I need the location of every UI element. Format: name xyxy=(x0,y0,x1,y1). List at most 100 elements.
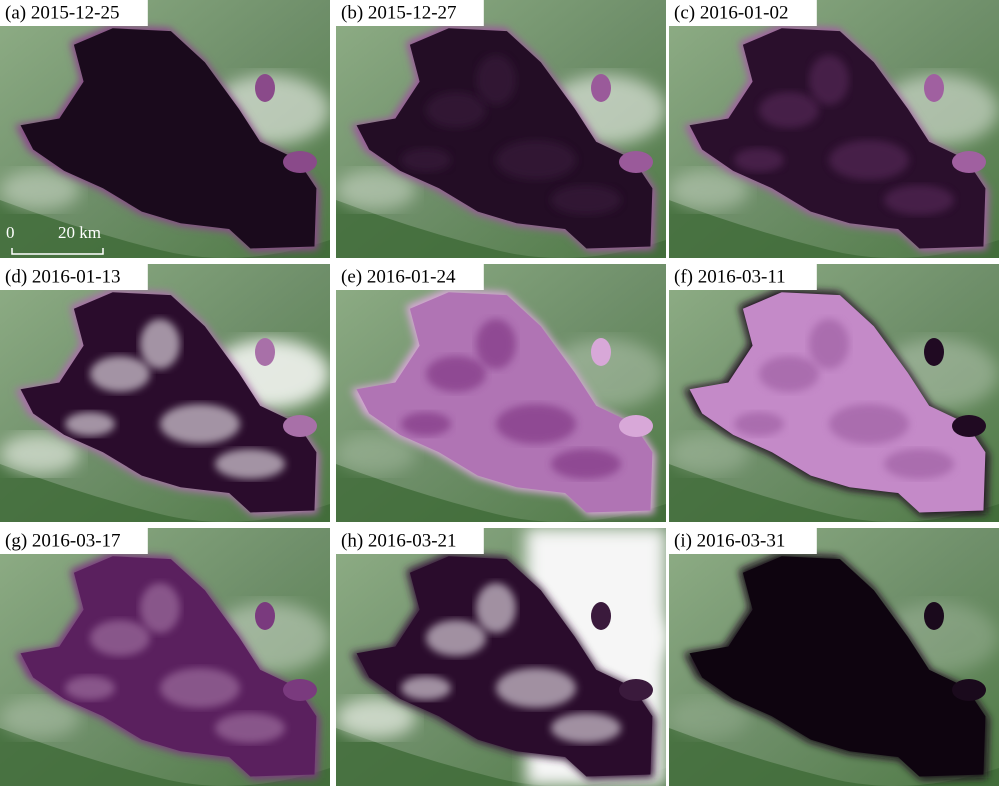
lake-texture xyxy=(734,148,784,172)
lake-texture xyxy=(476,55,516,105)
satellite-panel: (g) 2016-03-17 xyxy=(0,528,330,786)
mountains xyxy=(0,200,330,258)
pond xyxy=(591,602,611,630)
pond xyxy=(924,602,944,630)
satellite-panel: (d) 2016-01-13 xyxy=(0,264,330,522)
panel-label: (d) 2016-01-13 xyxy=(5,266,121,287)
lake-texture xyxy=(476,319,516,369)
label-box xyxy=(0,0,148,26)
lake xyxy=(689,556,986,777)
pond xyxy=(591,338,611,366)
satellite-panel: (c) 2016-01-02 xyxy=(669,0,999,258)
cloud xyxy=(669,170,749,210)
satellite-panel: (a) 2015-12-25 xyxy=(0,0,330,258)
pond xyxy=(283,415,317,437)
cloud xyxy=(336,170,416,210)
lake-texture xyxy=(734,412,784,436)
panel-label: (e) 2016-01-24 xyxy=(341,266,456,287)
mountains xyxy=(669,728,999,786)
lake-texture xyxy=(551,713,621,743)
lake-texture xyxy=(809,319,849,369)
lake-texture xyxy=(496,140,576,180)
pond xyxy=(283,151,317,173)
lake-texture xyxy=(401,412,451,436)
panel-label: (g) 2016-03-17 xyxy=(5,530,121,551)
panel-label: (a) 2015-12-25 xyxy=(5,2,120,23)
cloud xyxy=(669,698,749,738)
cloud xyxy=(336,698,416,738)
panel-label: (c) 2016-01-02 xyxy=(674,2,789,23)
label-box xyxy=(336,0,484,26)
lake-texture xyxy=(401,148,451,172)
pond xyxy=(255,602,275,630)
lake-texture xyxy=(551,449,621,479)
label-box xyxy=(0,264,148,290)
mountains xyxy=(669,464,999,522)
pond xyxy=(952,151,986,173)
pond xyxy=(924,74,944,102)
scale-start: 0 xyxy=(6,223,15,242)
label-box xyxy=(336,528,484,554)
satellite-panel: (h) 2016-03-21 xyxy=(336,528,666,786)
panel-label: (h) 2016-03-21 xyxy=(341,530,457,551)
scale-line xyxy=(11,248,104,255)
mountains xyxy=(336,200,666,258)
lake-texture xyxy=(759,92,819,128)
lake-texture xyxy=(829,140,909,180)
cloud xyxy=(669,434,749,474)
mountains xyxy=(336,728,666,786)
panel-content xyxy=(0,528,330,786)
lake-texture xyxy=(809,55,849,105)
pond xyxy=(283,679,317,701)
lake-texture xyxy=(884,449,954,479)
lake-texture xyxy=(160,404,240,444)
pond xyxy=(619,415,653,437)
lake-texture xyxy=(215,713,285,743)
lake-texture xyxy=(140,319,180,369)
pond xyxy=(591,74,611,102)
lake-texture xyxy=(829,404,909,444)
cloud xyxy=(336,434,416,474)
mountains xyxy=(336,464,666,522)
lake-texture xyxy=(551,185,621,215)
pond xyxy=(255,338,275,366)
pond xyxy=(952,415,986,437)
cloud xyxy=(0,434,80,474)
lake-texture xyxy=(65,412,115,436)
lake-texture xyxy=(401,676,451,700)
label-box xyxy=(669,528,817,554)
mountains xyxy=(669,200,999,258)
lake xyxy=(20,28,317,249)
pond xyxy=(952,679,986,701)
lake-texture xyxy=(496,404,576,444)
panel-content xyxy=(336,264,666,522)
label-box xyxy=(669,264,817,290)
satellite-panel: (i) 2016-03-31 xyxy=(669,528,999,786)
lake-texture xyxy=(426,92,486,128)
scale-end: 20 km xyxy=(58,223,101,242)
mountains xyxy=(0,464,330,522)
panel-content xyxy=(0,264,330,522)
pond xyxy=(619,679,653,701)
panel-content xyxy=(669,0,999,258)
pond xyxy=(924,338,944,366)
panel-content xyxy=(336,0,666,258)
label-box xyxy=(669,0,817,26)
scale-bar: 0 20 km xyxy=(6,223,104,255)
lake-texture xyxy=(759,356,819,392)
satellite-panel: (f) 2016-03-11 xyxy=(669,264,999,522)
lake-texture xyxy=(140,583,180,633)
mountains xyxy=(0,728,330,786)
satellite-panel: (b) 2015-12-27 xyxy=(336,0,666,258)
satellite-panel: (e) 2016-01-24 xyxy=(336,264,666,522)
panel-content xyxy=(0,0,330,258)
lake-texture xyxy=(65,676,115,700)
lake-texture xyxy=(160,668,240,708)
lake-texture xyxy=(90,356,150,392)
label-box xyxy=(0,528,148,554)
lake-texture xyxy=(426,620,486,656)
panel-content xyxy=(669,264,999,522)
pond xyxy=(255,74,275,102)
cloud xyxy=(0,170,80,210)
